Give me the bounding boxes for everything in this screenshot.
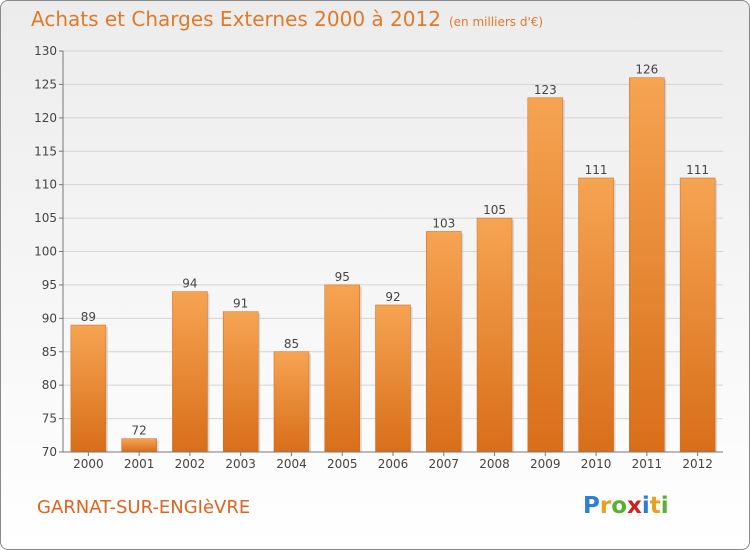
data-label: 91 (233, 297, 248, 311)
x-tick-label: 2001 (124, 457, 155, 471)
x-tick-label: 2008 (479, 457, 510, 471)
data-label: 111 (686, 163, 709, 177)
commune-name: GARNAT-SUR-ENGIèVRE (37, 497, 251, 518)
y-tick-label: 85 (42, 345, 57, 359)
x-tick-label: 2000 (73, 457, 104, 471)
bar-2000 (70, 324, 107, 453)
x-tick-label: 2007 (428, 457, 459, 471)
data-label: 126 (635, 63, 658, 77)
y-tick-label: 130 (34, 44, 57, 58)
x-tick-label: 2012 (682, 457, 713, 471)
x-tick-label: 2010 (581, 457, 612, 471)
bar-2007 (426, 231, 462, 453)
data-label: 103 (432, 216, 455, 230)
bar-2012 (679, 177, 716, 453)
x-tick-label: 2009 (530, 457, 561, 471)
data-label: 94 (182, 277, 197, 291)
logo-letter: t (649, 493, 661, 519)
bar-2004 (273, 351, 310, 453)
y-tick-label: 105 (34, 211, 57, 225)
data-label: 95 (335, 270, 350, 284)
y-tick-label: 110 (34, 178, 57, 192)
bar-2006 (375, 304, 411, 453)
data-label: 89 (81, 310, 96, 324)
logo-letter: i (660, 493, 669, 519)
chart-title: Achats et Charges Externes 2000 à 2012 (e… (31, 7, 543, 31)
bar-2011 (629, 77, 665, 453)
y-tick-label: 120 (34, 111, 57, 125)
y-tick-label: 80 (42, 378, 57, 392)
x-tick-label: 2004 (276, 457, 307, 471)
bar-2001 (121, 438, 157, 453)
x-tick-label: 2003 (225, 457, 256, 471)
y-tick-label: 125 (34, 77, 57, 91)
data-label: 111 (585, 163, 608, 177)
y-tick-label: 90 (42, 311, 57, 325)
data-label: 105 (483, 203, 506, 217)
chart-title-text: Achats et Charges Externes 2000 à 2012 (31, 7, 441, 31)
bar-2005 (324, 284, 360, 453)
y-tick-label: 115 (34, 144, 57, 158)
proxiti-logo: Proxiti (583, 493, 669, 519)
y-tick-label: 75 (42, 412, 57, 426)
data-label: 72 (132, 424, 147, 438)
x-tick-label: 2011 (632, 457, 663, 471)
y-tick-label: 95 (42, 278, 57, 292)
y-tick-label: 100 (34, 245, 57, 259)
bar-2008 (476, 217, 513, 453)
logo-letter: i (641, 493, 650, 519)
x-tick-label: 2002 (175, 457, 206, 471)
bar-2009 (527, 97, 564, 453)
data-label: 92 (385, 290, 400, 304)
bar-2010 (578, 177, 614, 453)
x-tick-label: 2006 (378, 457, 409, 471)
logo-letter: P (583, 493, 600, 519)
x-tick-label: 2005 (327, 457, 358, 471)
data-label: 85 (284, 337, 299, 351)
bar-2002 (172, 291, 208, 453)
data-label: 123 (534, 83, 557, 97)
logo-letter: r (599, 493, 612, 519)
logo-letter: x (627, 493, 642, 519)
logo-letter: o (611, 493, 628, 519)
chart-subtitle: (en milliers d'€) (448, 15, 544, 29)
bar-2003 (222, 311, 259, 453)
y-tick-label: 70 (42, 445, 57, 459)
